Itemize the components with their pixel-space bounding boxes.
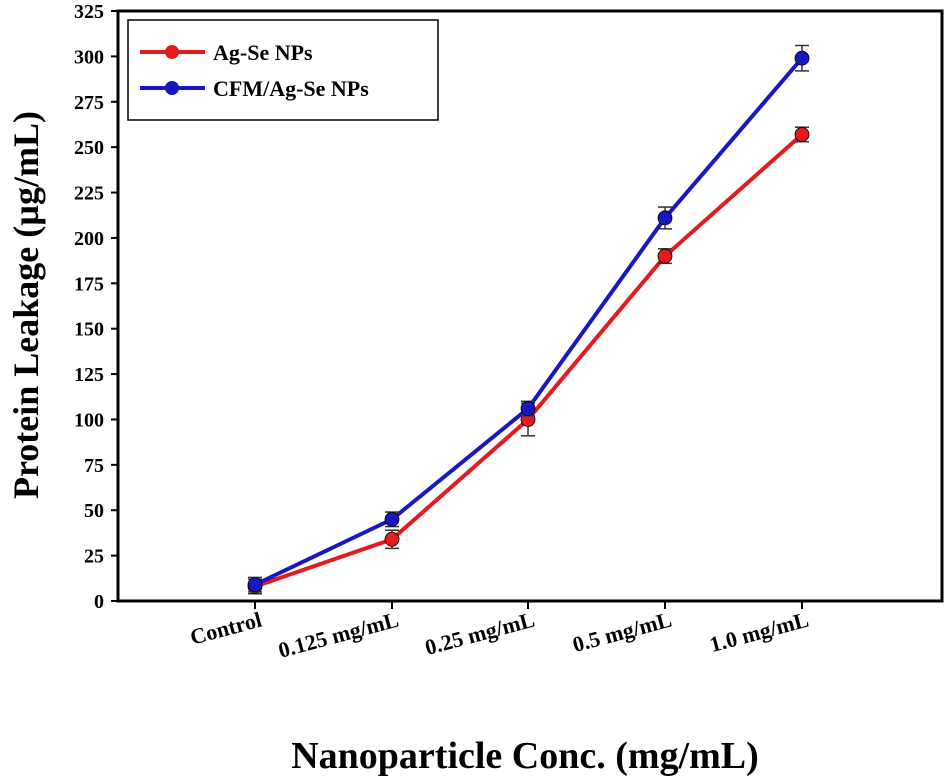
y-tick-label: 200 — [74, 228, 104, 250]
series-line-1 — [254, 132, 804, 589]
legend-marker — [165, 81, 179, 95]
x-tick-label: 0.25 mg/mL — [422, 607, 537, 660]
y-tick-label: 225 — [74, 183, 104, 205]
data-point — [384, 531, 400, 547]
data-point — [657, 248, 673, 264]
x-tick-label: 0.125 mg/mL — [276, 607, 402, 663]
y-axis: 0 25 50 75 100 125 150 175 200 225 250 275 300 325 — [74, 1, 118, 613]
data-point — [247, 577, 263, 593]
y-tick-label: 0 — [94, 591, 104, 613]
y-tick-label: 175 — [74, 273, 104, 295]
y-axis-title: Protein Leakage (µg/mL) — [6, 111, 46, 499]
x-axis: Control 0.125 mg/mL 0.25 mg/mL 0.5 mg/mL 1.0… — [187, 601, 811, 663]
y-tick-label: 325 — [74, 1, 104, 23]
y-tick-label: 275 — [74, 92, 104, 114]
y-tick-label: 25 — [84, 546, 104, 568]
legend-label: CFM/Ag-Se NPs — [213, 76, 369, 101]
data-point — [520, 401, 536, 416]
series-group — [247, 44, 810, 595]
data-point — [794, 50, 810, 66]
y-tick-label: 100 — [74, 409, 104, 431]
x-tick-label: Control — [187, 607, 264, 650]
y-tick-label: 75 — [84, 455, 104, 477]
legend-label: Ag-Se NPs — [213, 40, 313, 65]
y-tick-label: 250 — [74, 137, 104, 159]
legend: Ag-Se NPs CFM/Ag-Se NPs — [127, 19, 439, 121]
y-tick-label: 300 — [74, 46, 104, 68]
y-tick-label: 150 — [74, 319, 104, 341]
y-tick-label: 50 — [84, 500, 104, 522]
legend-marker — [165, 45, 179, 59]
data-point — [794, 127, 810, 142]
y-tick-label: 125 — [74, 364, 104, 386]
plot-frame — [116, 9, 944, 603]
legend-box — [127, 19, 439, 121]
series-line-2 — [254, 56, 804, 587]
data-point — [384, 511, 400, 527]
data-point — [657, 210, 673, 226]
x-axis-title: Nanoparticle Conc. (mg/mL) — [291, 735, 759, 777]
x-tick-label: 0.5 mg/mL — [570, 607, 674, 657]
x-tick-label: 1.0 mg/mL — [707, 607, 811, 657]
